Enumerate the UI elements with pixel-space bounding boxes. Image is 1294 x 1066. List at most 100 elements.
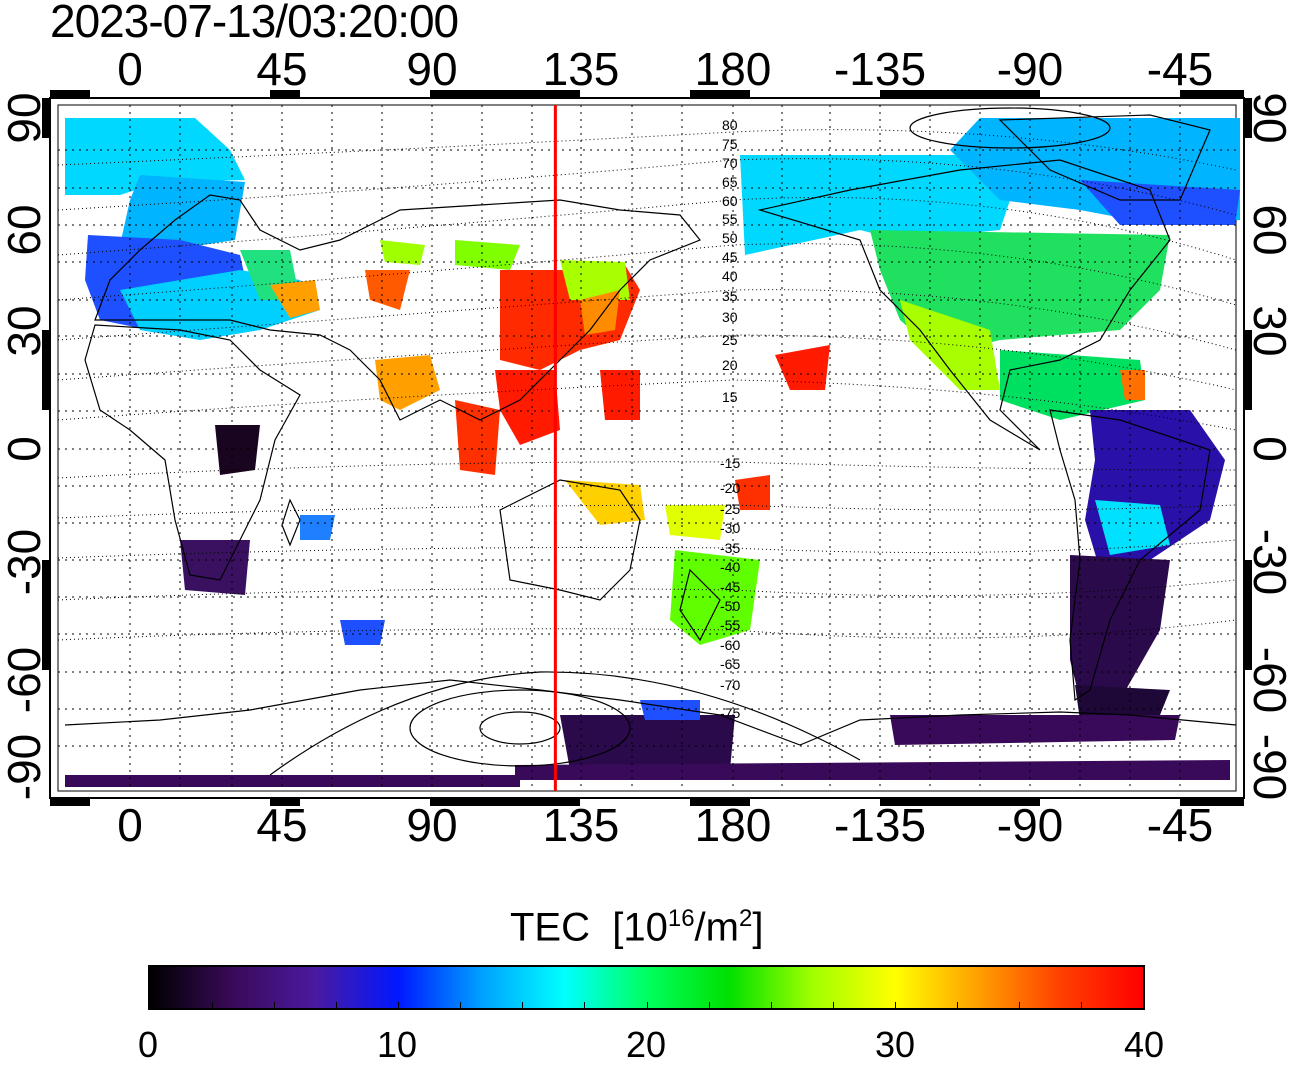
colorbar-minor-tick [274,1002,276,1008]
tec-patch-antarctic-atlantic [890,715,1180,745]
contour-label: 20 [722,357,738,373]
tec-patch-black-sea [270,280,320,318]
colorbar-unit-mid: /m [694,905,739,950]
tec-patch-antarctic-band-east [515,760,1230,780]
contour-label: -50 [720,598,740,614]
contour-label: -30 [720,520,740,536]
top-lon-tick: -135 [833,43,927,95]
colorbar-minor-tick [460,1002,462,1008]
bottom-lon-tick: -90 [996,799,1064,851]
tec-patch-central-asia [365,270,410,310]
colorbar-minor-tick [1080,1002,1082,1008]
greenland-coastline [998,114,1211,201]
top-lon-tick: -45 [1146,43,1214,95]
contour-label: -75 [720,705,740,721]
contour-label: -60 [720,637,740,653]
tec-patch-alaska-canada [740,155,1010,255]
top-lon-tick: 0 [117,43,143,95]
tec-patch-brazil-cyan [1095,500,1170,555]
tec-patch-south-indian-ocean [340,620,385,645]
magnetic-contours [57,129,1237,641]
contour-label: 35 [722,288,738,304]
colorbar-minor-tick [894,1002,896,1008]
contour-label: 30 [722,309,738,325]
tec-patch-atlantic-west [1120,370,1145,400]
colorbar-minor-tick [956,1002,958,1008]
top-lon-tick: 135 [542,43,620,95]
top-lon-tick: 180 [694,43,772,95]
colorbar-unit-prefix: [10 [612,905,668,950]
tec-patch-arctic-europe [65,118,245,195]
tec-patch-greenland-sea [1080,180,1240,225]
tec-patch-south-africa [180,540,250,595]
tec-patch-central-africa [215,425,260,475]
top-lon-tick: 90 [406,43,458,95]
tec-patch-drake-passage [1075,685,1170,720]
contour-label: -15 [720,455,740,471]
tec-patch-indonesia [455,400,500,475]
tec-patch-japan [580,290,620,335]
tec-patch-madagascar [300,515,335,540]
contour-labels: 80 75 70 65 60 55 50 45 40 35 30 25 20 1… [720,117,740,721]
tec-patch-hawaii [775,345,830,390]
bottom-lon-tick: 45 [256,799,308,851]
magnetic-pole-contours [269,107,1111,776]
colorbar-minor-tick [212,1002,214,1008]
contour-label: -65 [720,656,740,672]
colorbar-unit-suffix: ] [752,905,764,950]
contour-label: -40 [720,559,740,575]
coastlines [64,114,1237,746]
madagascar-coastline [281,498,301,547]
frame-tick-bars [42,90,1252,806]
contour-label: 75 [722,136,738,152]
colorbar-tick: 30 [874,1024,916,1065]
tec-patch-north-australia [565,480,645,525]
tec-patch-antarctic-band [65,775,520,787]
contour-label: -35 [720,540,740,556]
tec-patch-pacific-west [600,370,640,420]
contour-label: 70 [722,155,738,171]
colorbar-minor-tick [398,1002,400,1008]
tec-patch-south-china-sea [495,370,560,445]
contour-label: -20 [720,480,740,496]
colorbar-minor-tick [646,1002,648,1008]
colorbar-unit-exponent: 16 [667,905,695,932]
contour-label: -45 [720,579,740,595]
australia-coastline [499,479,641,601]
colorbar-minor-tick [584,1002,586,1008]
colorbar-minor-tick [770,1002,772,1008]
tec-patch-caribbean [1000,350,1145,420]
antarctica-coastline [64,679,1237,746]
lat-lon-grid [58,105,1236,791]
contour-label: -70 [720,677,740,693]
map-inner-frame [57,104,1237,792]
north-america-coastline [757,159,1171,451]
south-america-coastline [1049,409,1211,702]
tec-patch-scandinavia [120,175,245,250]
colorbar-tick: 40 [1123,1024,1165,1065]
tec-patch-india [375,355,440,410]
contour-label: -25 [720,501,740,517]
contour-label: 50 [722,230,738,246]
eurasia-coastline [94,194,701,421]
tec-patch-south-pacific [735,475,770,510]
colorbar-minor-tick [832,1002,834,1008]
colorbar-minor-tick [336,1002,338,1008]
tec-data-patches [65,118,1240,787]
colorbar-tick: 0 [137,1024,159,1065]
colorbar-title: TEC [1016/m2] [510,905,763,950]
map-frame [49,97,1245,799]
tec-map: 80 75 70 65 60 55 50 45 40 35 30 25 20 1… [42,90,1252,806]
map-timestamp: 2023-07-13/03:20:00 [50,0,459,47]
colorbar-unit-exponent-2: 2 [738,905,753,932]
contour-label: 80 [722,117,738,133]
tec-patch-kazakhstan [380,240,425,265]
contour-label: 45 [722,249,738,265]
africa-coastline [84,324,301,581]
bottom-lon-tick: 135 [542,799,620,851]
contour-label: 55 [722,211,738,227]
contour-label: 65 [722,174,738,190]
tec-patch-antarctic-pacific [560,715,735,770]
tec-patch-new-zealand [670,550,760,645]
colorbar-minor-tick [1018,1002,1020,1008]
